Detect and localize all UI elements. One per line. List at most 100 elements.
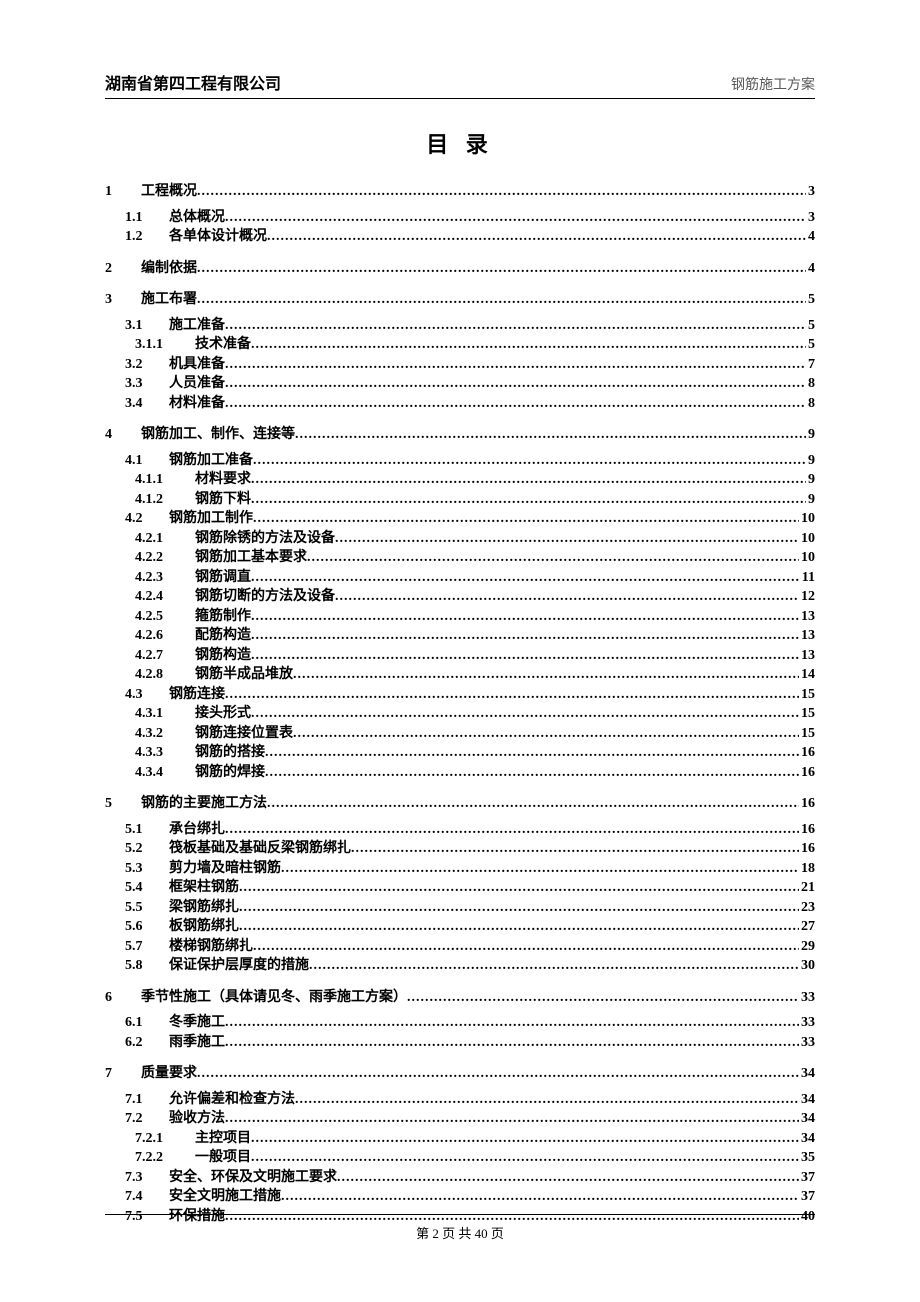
toc-number: 4.2.2	[105, 549, 181, 567]
toc-page-number: 34	[799, 1065, 815, 1083]
toc-row[interactable]: 3.3人员准备8	[105, 375, 815, 393]
toc-row[interactable]: 4.3钢筋连接15	[105, 686, 815, 704]
toc-row[interactable]: 7.2.1主控项目34	[105, 1130, 815, 1148]
toc-number: 4.2.5	[105, 608, 181, 626]
toc-page-number: 16	[799, 744, 815, 762]
toc-page-number: 4	[806, 260, 815, 278]
toc-row[interactable]: 3.1施工准备5	[105, 317, 815, 335]
toc-row[interactable]: 4.2.8钢筋半成品堆放14	[105, 666, 815, 684]
toc-row[interactable]: 4.2.3钢筋调直11	[105, 569, 815, 587]
toc-label: 总体概况	[161, 209, 225, 227]
toc-label: 施工布署	[133, 291, 197, 309]
toc-number: 5.1	[105, 821, 161, 839]
toc-page-number: 5	[806, 291, 815, 309]
toc-leader	[197, 183, 806, 201]
toc-number: 4.1	[105, 452, 161, 470]
toc-row[interactable]: 4钢筋加工、制作、连接等9	[105, 426, 815, 444]
toc-row[interactable]: 4.1.2钢筋下料9	[105, 491, 815, 509]
header-doc-title: 钢筋施工方案	[731, 74, 815, 94]
toc-row[interactable]: 4.1.1材料要求9	[105, 471, 815, 489]
toc-page-number: 5	[806, 317, 815, 335]
toc-leader	[251, 569, 800, 587]
toc-row[interactable]: 4.3.3钢筋的搭接16	[105, 744, 815, 762]
toc-row[interactable]: 5.1承台绑扎16	[105, 821, 815, 839]
toc-row[interactable]: 4.3.2钢筋连接位置表15	[105, 725, 815, 743]
toc-row[interactable]: 7质量要求34	[105, 1065, 815, 1083]
toc-row[interactable]: 4.2.5箍筋制作13	[105, 608, 815, 626]
toc-page-number: 15	[799, 686, 815, 704]
toc-label: 材料准备	[161, 395, 225, 413]
toc-row[interactable]: 5.6板钢筋绑扎27	[105, 918, 815, 936]
toc-row[interactable]: 4.2.2钢筋加工基本要求10	[105, 549, 815, 567]
toc-leader	[253, 510, 799, 528]
toc-row[interactable]: 5.4框架柱钢筋21	[105, 879, 815, 897]
toc-leader	[265, 744, 799, 762]
toc-leader	[225, 1014, 799, 1032]
toc-row[interactable]: 5.8保证保护层厚度的措施30	[105, 957, 815, 975]
toc-row[interactable]: 2编制依据4	[105, 260, 815, 278]
toc-row[interactable]: 7.4安全文明施工措施37	[105, 1188, 815, 1206]
toc-row[interactable]: 5.5梁钢筋绑扎23	[105, 899, 815, 917]
toc-row[interactable]: 7.3安全、环保及文明施工要求37	[105, 1169, 815, 1187]
toc-leader	[337, 1169, 799, 1187]
toc-page-number: 16	[799, 840, 815, 858]
toc-row[interactable]: 5.7楼梯钢筋绑扎29	[105, 938, 815, 956]
toc-page-number: 13	[799, 647, 815, 665]
toc-row[interactable]: 7.2.2一般项目35	[105, 1149, 815, 1167]
toc-label: 季节性施工（具体请见冬、雨季施工方案）	[133, 989, 407, 1007]
toc-leader	[197, 291, 806, 309]
page-header: 湖南省第四工程有限公司 钢筋施工方案	[105, 70, 815, 99]
toc-row[interactable]: 1.1总体概况3	[105, 209, 815, 227]
toc-row[interactable]: 4.3.1接头形式15	[105, 705, 815, 723]
toc-number: 5	[105, 795, 133, 813]
toc-page-number: 16	[799, 821, 815, 839]
toc-row[interactable]: 6季节性施工（具体请见冬、雨季施工方案）33	[105, 989, 815, 1007]
toc-label: 钢筋的主要施工方法	[133, 795, 267, 813]
toc-row[interactable]: 6.2雨季施工33	[105, 1034, 815, 1052]
toc-label: 冬季施工	[161, 1014, 225, 1032]
toc-row[interactable]: 1.2各单体设计概况4	[105, 228, 815, 246]
toc-label: 钢筋下料	[181, 491, 251, 509]
toc-number: 1.1	[105, 209, 161, 227]
toc-row[interactable]: 4.2.7钢筋构造13	[105, 647, 815, 665]
toc-row[interactable]: 4.2钢筋加工制作10	[105, 510, 815, 528]
toc-row[interactable]: 7.1允许偏差和检查方法34	[105, 1091, 815, 1109]
toc-page-number: 33	[799, 1014, 815, 1032]
toc-leader	[293, 725, 799, 743]
toc-row[interactable]: 3.1.1技术准备5	[105, 336, 815, 354]
toc-row[interactable]: 5.3剪力墙及暗柱钢筋18	[105, 860, 815, 878]
toc: 1工程概况31.1总体概况31.2各单体设计概况42编制依据43施工布署53.1…	[105, 183, 815, 1225]
toc-number: 5.8	[105, 957, 161, 975]
toc-page-number: 9	[806, 471, 815, 489]
toc-title: 目 录	[105, 127, 815, 159]
toc-number: 6	[105, 989, 133, 1007]
toc-leader	[407, 989, 799, 1007]
toc-row[interactable]: 5钢筋的主要施工方法16	[105, 795, 815, 813]
toc-page-number: 15	[799, 725, 815, 743]
toc-number: 6.1	[105, 1014, 161, 1032]
toc-row[interactable]: 6.1冬季施工 33	[105, 1014, 815, 1032]
toc-leader	[251, 608, 799, 626]
toc-page-number: 9	[806, 491, 815, 509]
toc-number: 2	[105, 260, 133, 278]
toc-row[interactable]: 5.2筏板基础及基础反梁钢筋绑扎16	[105, 840, 815, 858]
toc-row[interactable]: 4.2.6配筋构造13	[105, 627, 815, 645]
toc-label: 钢筋连接	[161, 686, 225, 704]
toc-number: 7	[105, 1065, 133, 1083]
toc-row[interactable]: 3施工布署5	[105, 291, 815, 309]
toc-label: 钢筋半成品堆放	[181, 666, 293, 684]
toc-row[interactable]: 4.1钢筋加工准备9	[105, 452, 815, 470]
toc-row[interactable]: 4.2.4钢筋切断的方法及设备12	[105, 588, 815, 606]
toc-row[interactable]: 4.2.1钢筋除锈的方法及设备10	[105, 530, 815, 548]
toc-number: 4.2.6	[105, 627, 181, 645]
toc-row[interactable]: 7.2验收方法34	[105, 1110, 815, 1128]
toc-label: 各单体设计概况	[161, 228, 267, 246]
toc-page-number: 4	[806, 228, 815, 246]
toc-row[interactable]: 4.3.4钢筋的焊接16	[105, 764, 815, 782]
toc-leader	[335, 530, 799, 548]
toc-label: 剪力墙及暗柱钢筋	[161, 860, 281, 878]
toc-row[interactable]: 3.2机具准备7	[105, 356, 815, 374]
toc-row[interactable]: 3.4材料准备8	[105, 395, 815, 413]
toc-label: 钢筋的搭接	[181, 744, 265, 762]
toc-row[interactable]: 1工程概况3	[105, 183, 815, 201]
